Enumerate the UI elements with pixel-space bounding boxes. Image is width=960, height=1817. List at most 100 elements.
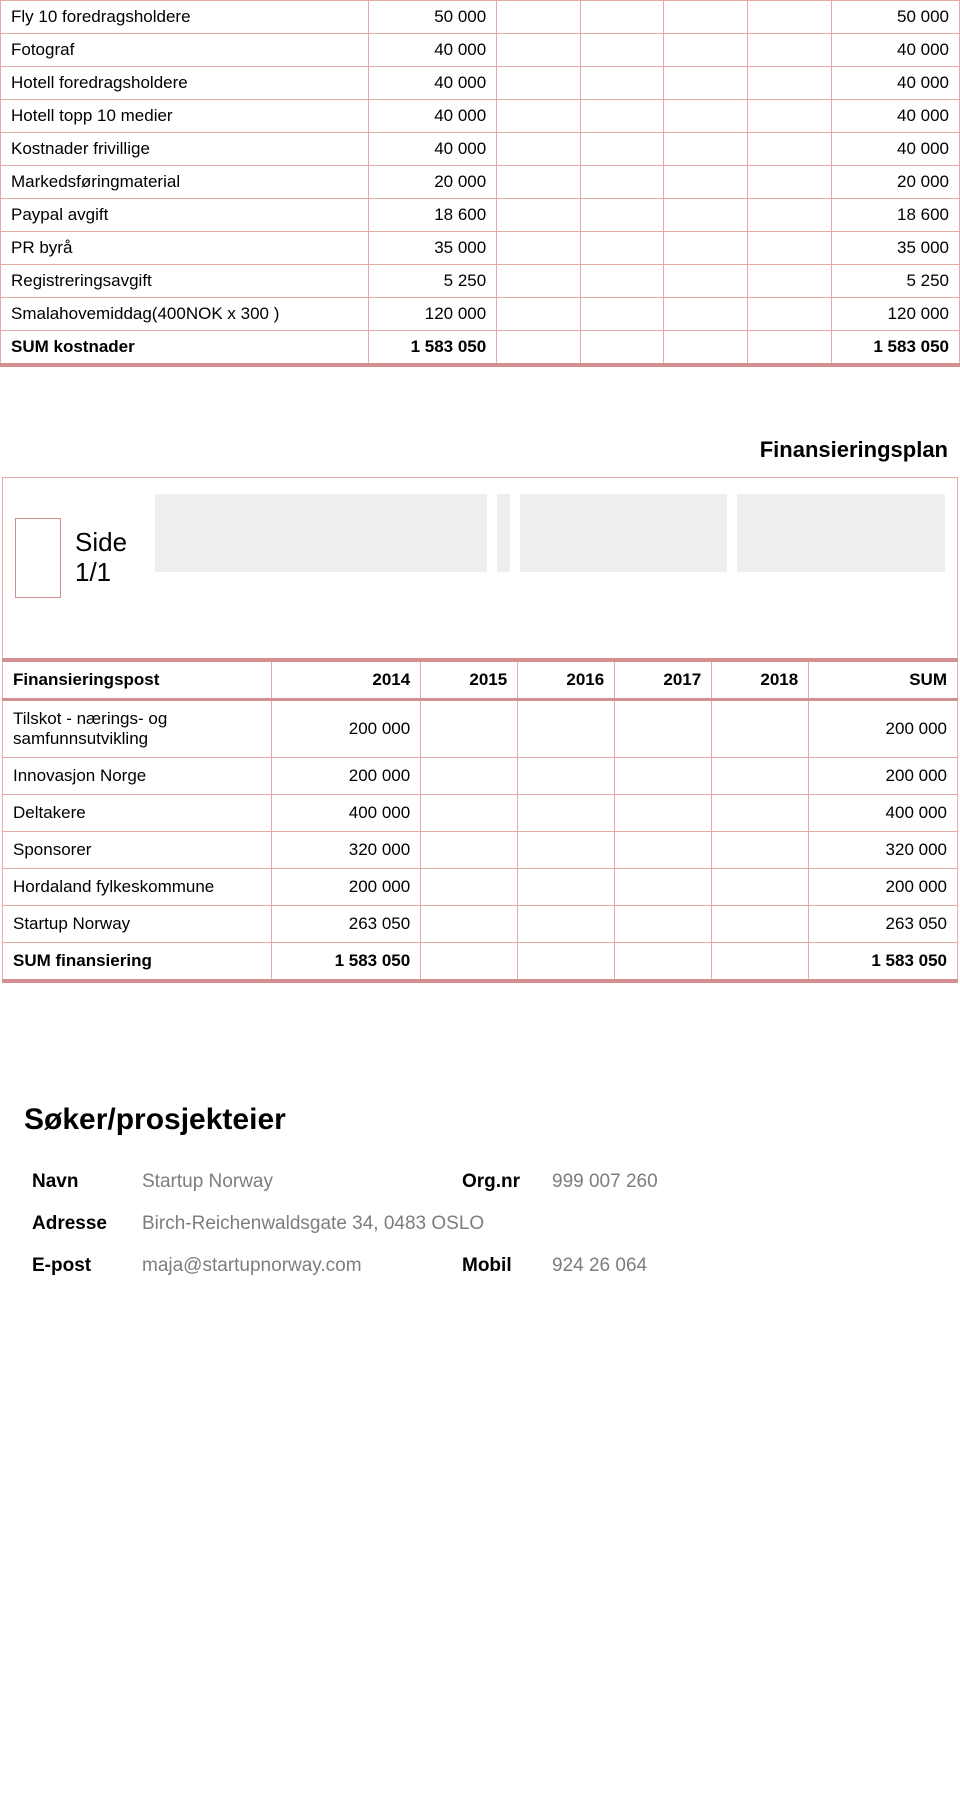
row-empty — [497, 67, 581, 100]
applicant-table: Navn Startup Norway Org.nr 999 007 260 A… — [24, 1161, 936, 1287]
row-2014: 40 000 — [368, 67, 496, 100]
row-2014: 40 000 — [368, 34, 496, 67]
row-empty — [497, 199, 581, 232]
field-label-mobile: Mobil — [454, 1245, 544, 1287]
row-empty — [580, 265, 664, 298]
row-empty — [497, 34, 581, 67]
table-sum-row: SUM finansiering1 583 0501 583 050 — [3, 943, 958, 982]
row-empty — [580, 1, 664, 34]
cost-table: Fly 10 foredragsholdere50 00050 000Fotog… — [0, 0, 960, 367]
row-label: Hordaland fylkeskommune — [3, 869, 272, 906]
row-sum: 40 000 — [831, 100, 959, 133]
row-empty — [664, 133, 748, 166]
row-2014: 40 000 — [368, 100, 496, 133]
row-label: Smalahovemiddag(400NOK x 300 ) — [1, 298, 369, 331]
row-sum: 18 600 — [831, 199, 959, 232]
table-row: Fly 10 foredragsholdere50 00050 000 — [1, 1, 960, 34]
paginator-block — [737, 494, 945, 572]
table-row: Sponsorer320 000320 000 — [3, 832, 958, 869]
row-empty — [497, 298, 581, 331]
row-empty — [712, 700, 809, 758]
row-empty — [421, 795, 518, 832]
row-empty — [580, 199, 664, 232]
row-empty — [518, 758, 615, 795]
row-empty — [748, 199, 832, 232]
row-sum: 263 050 — [809, 906, 958, 943]
paginator-container: Side 1/1 — [2, 477, 958, 658]
table-row: Markedsføringmaterial20 00020 000 — [1, 166, 960, 199]
row-empty — [664, 232, 748, 265]
row-sum: 200 000 — [809, 758, 958, 795]
paginator-blocks — [155, 488, 945, 598]
row-2014: 200 000 — [272, 869, 421, 906]
row-empty — [615, 906, 712, 943]
row-empty — [580, 34, 664, 67]
row-sum: 40 000 — [831, 34, 959, 67]
row-2014: 400 000 — [272, 795, 421, 832]
field-value-mobile: 924 26 064 — [544, 1245, 936, 1287]
row-2014: 18 600 — [368, 199, 496, 232]
row-empty — [580, 133, 664, 166]
row-sum: 200 000 — [809, 700, 958, 758]
row-empty — [712, 758, 809, 795]
table-row: PR byrå35 00035 000 — [1, 232, 960, 265]
row-label: Innovasjon Norge — [3, 758, 272, 795]
row-sum: 400 000 — [809, 795, 958, 832]
row-empty — [664, 100, 748, 133]
row-2014: 35 000 — [368, 232, 496, 265]
row-empty — [748, 232, 832, 265]
row-empty — [615, 795, 712, 832]
row-empty — [580, 232, 664, 265]
sum-2014: 1 583 050 — [272, 943, 421, 982]
row-empty — [748, 67, 832, 100]
row-sum: 200 000 — [809, 869, 958, 906]
row-2014: 320 000 — [272, 832, 421, 869]
table-row: Paypal avgift18 60018 600 — [1, 199, 960, 232]
table-row: Hotell topp 10 medier40 00040 000 — [1, 100, 960, 133]
row-empty — [497, 1, 581, 34]
row-sum: 120 000 — [831, 298, 959, 331]
row-empty — [580, 166, 664, 199]
table-row: Kostnader frivillige40 00040 000 — [1, 133, 960, 166]
row-empty — [615, 758, 712, 795]
field-value-address: Birch-Reichenwaldsgate 34, 0483 OSLO — [134, 1203, 936, 1245]
row-empty — [497, 133, 581, 166]
row-empty — [421, 758, 518, 795]
row-sum: 35 000 — [831, 232, 959, 265]
col-header: SUM — [809, 660, 958, 700]
row-empty — [664, 34, 748, 67]
row-2014: 200 000 — [272, 758, 421, 795]
row-empty — [712, 832, 809, 869]
table-row: Hordaland fylkeskommune200 000200 000 — [3, 869, 958, 906]
col-header: 2015 — [421, 660, 518, 700]
field-label-name: Navn — [24, 1161, 134, 1203]
row-sum: 320 000 — [809, 832, 958, 869]
col-header: 2016 — [518, 660, 615, 700]
row-empty — [497, 265, 581, 298]
row-2014: 40 000 — [368, 133, 496, 166]
row-empty — [580, 100, 664, 133]
row-empty — [421, 906, 518, 943]
row-empty — [712, 869, 809, 906]
row-empty — [580, 67, 664, 100]
sum-total: 1 583 050 — [809, 943, 958, 982]
row-empty — [421, 832, 518, 869]
row-label: Fly 10 foredragsholdere — [1, 1, 369, 34]
row-empty — [664, 67, 748, 100]
paginator-block — [520, 494, 728, 572]
row-empty — [748, 133, 832, 166]
row-empty — [664, 199, 748, 232]
table-row: Registreringsavgift5 2505 250 — [1, 265, 960, 298]
row-empty — [664, 1, 748, 34]
row-2014: 20 000 — [368, 166, 496, 199]
finance-table: Finansieringspost20142015201620172018SUM… — [2, 658, 958, 983]
row-2014: 50 000 — [368, 1, 496, 34]
table-row: Fotograf40 00040 000 — [1, 34, 960, 67]
applicant-heading: Søker/prosjekteier — [24, 1103, 960, 1137]
sum-total: 1 583 050 — [831, 331, 959, 366]
table-row: Smalahovemiddag(400NOK x 300 )120 000120… — [1, 298, 960, 331]
row-empty — [748, 1, 832, 34]
col-header: Finansieringspost — [3, 660, 272, 700]
row-empty — [748, 265, 832, 298]
row-empty — [615, 700, 712, 758]
